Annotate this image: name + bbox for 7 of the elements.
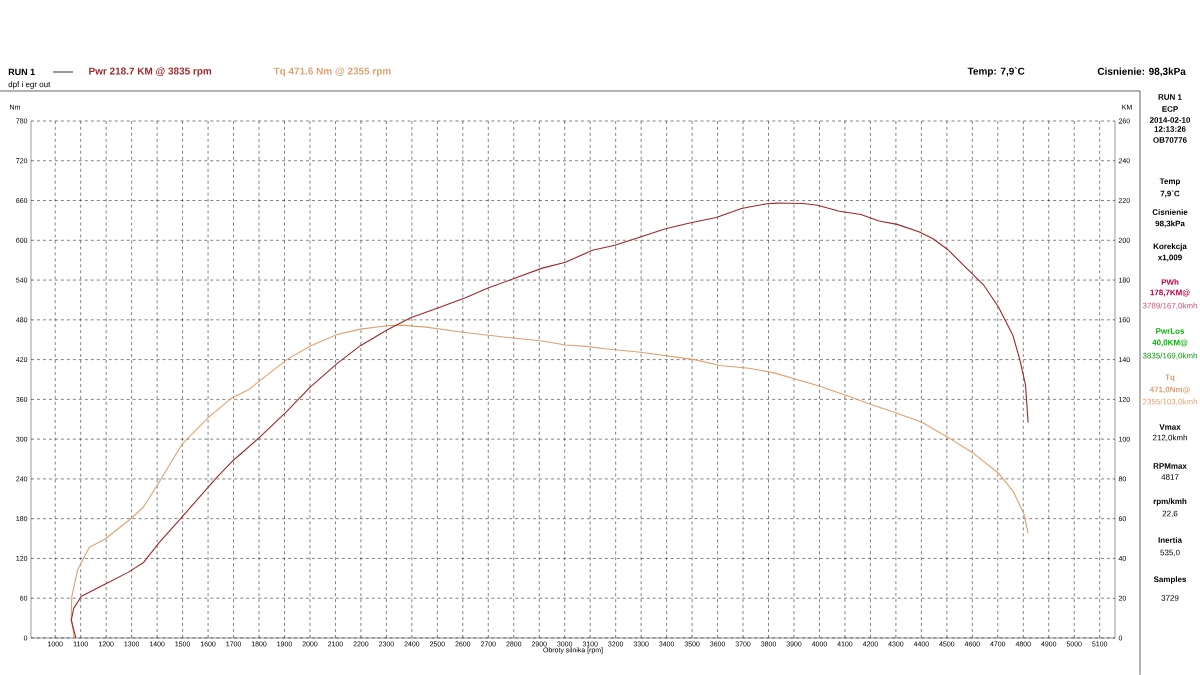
text: Temp: 7,9`C (967, 67, 1025, 77)
line-series (70, 202, 1029, 638)
line-series (70, 324, 1029, 638)
text: Cisnienie: 98,3kPa (1097, 67, 1186, 77)
text: Pwr 218.7 KM @ 3835 rpm (89, 67, 212, 77)
text: Tq 471.6 Nm @ 2355 rpm (273, 67, 391, 77)
text: RUN 1 (8, 68, 35, 76)
